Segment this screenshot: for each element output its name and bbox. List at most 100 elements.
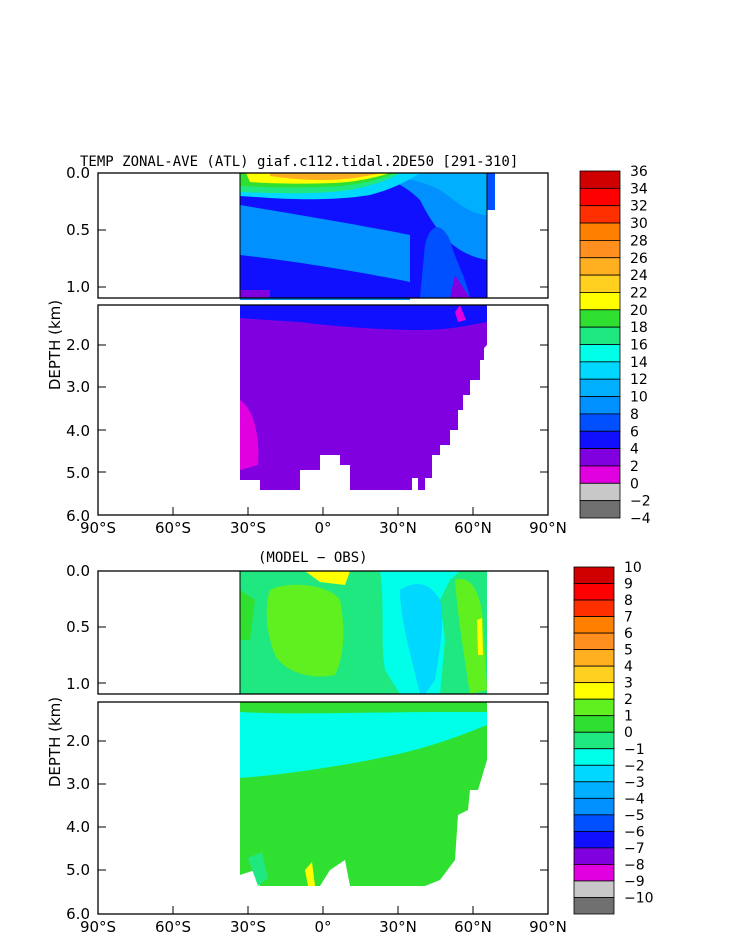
colorbar-label: 28 <box>630 233 648 249</box>
colorbar-swatch <box>573 715 615 733</box>
colorbar-swatch <box>579 413 621 432</box>
xtick-label: 90°S <box>80 519 116 537</box>
upper-frame <box>97 172 549 299</box>
xtick-label: 60°N <box>454 918 492 936</box>
colorbar-swatch <box>579 309 621 328</box>
colorbar-swatch <box>573 682 615 700</box>
colorbar-label: 34 <box>630 181 648 197</box>
colorbar-label: −1 <box>624 742 645 758</box>
lower-fill <box>240 305 487 490</box>
y-axis-label: DEPTH (km) <box>46 697 64 787</box>
colorbar-label: 0 <box>630 476 639 492</box>
colorbar-label: 7 <box>624 610 633 626</box>
colorbar-swatch <box>573 599 615 617</box>
colorbar-swatch <box>573 649 615 667</box>
ytick-label: 2.0 <box>66 336 90 354</box>
colorbar-label: 8 <box>624 593 633 609</box>
colorbar-swatch <box>579 274 621 293</box>
colorbar-label: −8 <box>624 857 645 873</box>
colorbar-swatch <box>579 500 621 519</box>
temperature-panel: TEMP ZONAL-AVE (ATL) giaf.c112.tidal.2DE… <box>46 154 651 537</box>
colorbar-swatch <box>579 205 621 224</box>
colorbar-label: −2 <box>624 758 645 774</box>
colorbar-swatch <box>573 764 615 783</box>
ytick-label: 5.0 <box>66 861 90 879</box>
colorbar-swatch <box>579 465 621 484</box>
colorbar-swatch <box>573 731 615 750</box>
xtick-label: 30°N <box>379 918 417 936</box>
y-axis-label: DEPTH (km) <box>46 300 64 390</box>
colorbar-label: −4 <box>630 511 651 527</box>
colorbar-swatch <box>579 292 621 311</box>
colorbar-swatch <box>579 361 621 380</box>
ytick-label: 3.0 <box>66 775 90 793</box>
colorbar-label: −7 <box>624 841 645 857</box>
colorbar-label: 3 <box>624 676 633 692</box>
colorbar-swatch <box>573 748 615 766</box>
colorbar-swatch <box>573 632 615 651</box>
colorbar-swatch <box>579 170 621 189</box>
colorbar-label: 26 <box>630 251 648 267</box>
colorbar-swatch <box>579 448 621 467</box>
colorbar-swatch <box>573 864 615 882</box>
xtick-label: 30°S <box>230 918 266 936</box>
xtick-label: 30°N <box>379 519 417 537</box>
colorbar-label: 6 <box>630 424 639 440</box>
colorbar-label: 36 <box>630 164 648 180</box>
colorbar-swatch <box>579 187 621 207</box>
colorbar-swatch <box>573 880 615 898</box>
ytick-label: 1.0 <box>66 675 90 693</box>
upper-frame <box>97 570 549 695</box>
colorbar-swatch <box>579 239 621 259</box>
colorbar-swatch <box>573 781 615 799</box>
colorbar-label: 10 <box>624 560 642 576</box>
colorbar-swatch <box>573 698 615 717</box>
colorbar-swatch <box>579 482 621 502</box>
upper-fill-diff <box>240 571 487 694</box>
ytick-label: 1.0 <box>66 278 90 296</box>
colorbar-label: 14 <box>630 355 648 371</box>
colorbar-swatch <box>573 897 615 915</box>
xtick-label: 60°N <box>454 519 492 537</box>
difference-panel: (MODEL − OBS) 0.0 0.5 1.0 2.0 3.0 4. <box>46 550 654 936</box>
ytick-label: 5.0 <box>66 464 90 482</box>
colorbar-swatch <box>579 430 621 450</box>
xtick-label: 90°N <box>529 918 567 936</box>
colorbar-label: −9 <box>624 874 645 890</box>
colorbar-label: 12 <box>630 372 648 388</box>
colorbar-swatch <box>573 797 615 816</box>
colorbar-swatch <box>573 830 615 849</box>
colorbar-swatch <box>573 583 615 601</box>
colorbar-label: 4 <box>624 659 633 675</box>
chart-title: (MODEL − OBS) <box>258 550 368 566</box>
colorbar-label: 30 <box>630 216 648 232</box>
xtick-label: 60°S <box>155 918 191 936</box>
colorbar-label: 8 <box>630 407 639 423</box>
colorbar-swatch <box>573 616 615 634</box>
colorbar-swatch <box>579 326 621 345</box>
ytick-label: 2.0 <box>66 732 90 750</box>
colorbar-label: −4 <box>624 791 645 807</box>
colorbar-label: −10 <box>624 890 654 906</box>
upper-fill <box>240 173 495 300</box>
colorbar-swatch <box>579 396 621 415</box>
ytick-label: 0.0 <box>66 562 90 580</box>
colorbar-label: 20 <box>630 303 648 319</box>
colorbar-swatch <box>579 378 621 397</box>
colorbar-label: −3 <box>624 775 645 791</box>
xtick-label: 30°S <box>230 519 266 537</box>
xtick-label: 0° <box>314 519 331 537</box>
x-axis-bottom: 90°S 60°S 30°S 0° 30°N 60°N 90°N <box>80 906 567 936</box>
colorbar-label: 1 <box>624 709 633 725</box>
ytick-label: 0.5 <box>66 618 90 636</box>
colorbar-label: 4 <box>630 442 639 458</box>
colorbar-swatch <box>573 814 615 832</box>
ytick-label: 4.0 <box>66 422 90 440</box>
colorbar-label: 10 <box>630 390 648 406</box>
xtick-label: 90°N <box>529 519 567 537</box>
colorbar-swatch <box>573 665 615 684</box>
colorbar-label: 0 <box>624 725 633 741</box>
